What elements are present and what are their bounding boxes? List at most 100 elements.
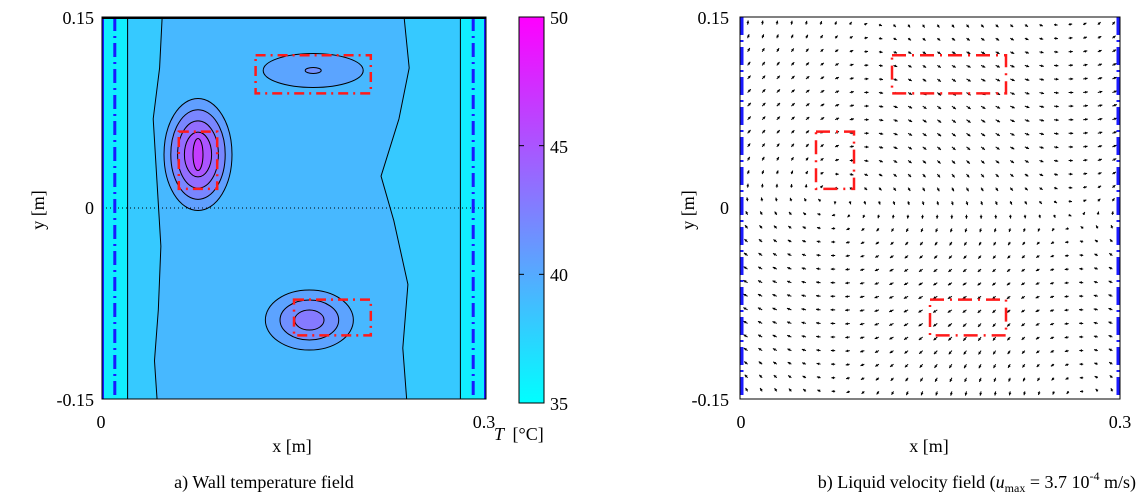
velocity-arrowhead bbox=[935, 378, 938, 382]
velocity-arrowhead bbox=[835, 144, 839, 148]
velocity-arrowhead bbox=[904, 282, 908, 285]
velocity-arrowhead bbox=[1094, 348, 1097, 352]
velocity-arrowhead bbox=[1079, 376, 1083, 380]
velocity-arrowhead bbox=[1080, 226, 1084, 230]
velocity-arrowhead bbox=[816, 335, 819, 339]
velocity-arrowhead bbox=[806, 76, 810, 79]
velocity-arrowhead bbox=[802, 226, 806, 230]
velocity-arrowhead bbox=[949, 242, 953, 246]
velocity-arrowhead bbox=[963, 351, 967, 355]
velocity-arrowhead bbox=[1093, 335, 1097, 339]
velocity-arrowhead bbox=[919, 255, 923, 259]
panel-a-ytick-mid: 0 bbox=[85, 198, 94, 218]
velocity-arrowhead bbox=[967, 78, 971, 82]
velocity-arrowhead bbox=[1070, 145, 1074, 149]
panel-b-heater-zone-3 bbox=[928, 298, 1008, 337]
velocity-arrowhead bbox=[836, 90, 840, 94]
velocity-arrowhead bbox=[777, 89, 780, 93]
velocity-arrowhead bbox=[1011, 105, 1015, 109]
velocity-arrowhead bbox=[864, 36, 868, 40]
velocity-arrowhead bbox=[978, 255, 982, 259]
velocity-arrowhead bbox=[1008, 378, 1011, 382]
velocity-arrowhead bbox=[762, 102, 766, 106]
velocity-arrowhead bbox=[860, 349, 864, 353]
velocity-arrowhead bbox=[805, 48, 809, 52]
velocity-arrowhead bbox=[747, 48, 750, 52]
velocity-arrowhead bbox=[761, 34, 765, 38]
velocity-arrowhead bbox=[816, 226, 820, 230]
velocity-arrowhead bbox=[1113, 144, 1117, 148]
velocity-arrowhead bbox=[1011, 78, 1015, 82]
velocity-arrowhead bbox=[772, 348, 776, 351]
velocity-arrowhead bbox=[1041, 118, 1045, 122]
velocity-arrowhead bbox=[880, 104, 884, 108]
velocity-arrowhead bbox=[1080, 389, 1083, 393]
velocity-arrowhead bbox=[801, 307, 805, 311]
velocity-arrowhead bbox=[850, 172, 854, 176]
velocity-arrowhead bbox=[918, 309, 922, 313]
velocity-arrowhead bbox=[804, 184, 808, 188]
velocity-arrowhead bbox=[1022, 364, 1026, 368]
velocity-arrowhead bbox=[892, 201, 896, 205]
velocity-arrowhead bbox=[743, 280, 747, 283]
velocity-arrowhead bbox=[835, 63, 839, 66]
velocity-arrowhead bbox=[860, 268, 864, 271]
velocity-arrowhead bbox=[760, 388, 763, 392]
velocity-arrowhead bbox=[788, 375, 792, 379]
velocity-arrowhead bbox=[760, 197, 764, 201]
velocity-arrowhead bbox=[992, 310, 996, 313]
velocity-arrowhead bbox=[1099, 131, 1103, 135]
velocity-arrowhead bbox=[803, 389, 807, 392]
velocity-arrowhead bbox=[949, 378, 953, 382]
velocity-arrowhead bbox=[830, 294, 834, 298]
velocity-arrowhead bbox=[1098, 185, 1102, 189]
velocity-arrowhead bbox=[747, 61, 751, 65]
velocity-arrowhead bbox=[1025, 173, 1029, 177]
velocity-arrowhead bbox=[908, 37, 912, 41]
panel-b-ytick-bottom: -0.15 bbox=[692, 390, 730, 410]
velocity-arrowhead bbox=[1085, 104, 1088, 108]
velocity-arrowhead bbox=[1011, 132, 1015, 136]
velocity-arrowhead bbox=[1024, 201, 1027, 205]
velocity-arrowhead bbox=[1026, 119, 1030, 122]
velocity-arrowhead bbox=[1097, 198, 1101, 202]
velocity-arrowhead bbox=[1112, 171, 1116, 175]
velocity-arrowhead bbox=[967, 106, 971, 109]
velocity-arrowhead bbox=[876, 391, 880, 395]
velocity-arrowhead bbox=[977, 269, 981, 272]
velocity-arrowhead bbox=[758, 239, 762, 243]
velocity-arrowhead bbox=[889, 255, 893, 258]
velocity-arrowhead bbox=[744, 361, 748, 365]
velocity-arrowhead bbox=[1006, 296, 1010, 299]
velocity-arrowhead bbox=[845, 267, 849, 271]
velocity-arrowhead bbox=[994, 215, 998, 219]
velocity-arrowhead bbox=[816, 376, 820, 379]
velocity-arrowhead bbox=[977, 296, 981, 299]
velocity-arrowhead bbox=[951, 188, 954, 192]
velocity-arrowhead bbox=[978, 365, 982, 369]
panel-a-ytick-bottom: -0.15 bbox=[57, 390, 95, 410]
velocity-arrowhead bbox=[875, 254, 879, 258]
velocity-arrowhead bbox=[806, 116, 810, 120]
velocity-arrowhead bbox=[746, 34, 750, 38]
velocity-arrowhead bbox=[1035, 282, 1039, 285]
velocity-arrowhead bbox=[919, 350, 923, 354]
velocity-arrowhead bbox=[1050, 363, 1054, 367]
velocity-arrowhead bbox=[1055, 118, 1059, 122]
velocity-arrowhead bbox=[950, 392, 953, 396]
velocity-arrowhead bbox=[923, 119, 927, 123]
velocity-arrowhead bbox=[909, 119, 913, 122]
velocity-arrowhead bbox=[904, 268, 908, 272]
velocity-arrowhead bbox=[1052, 228, 1055, 232]
panel-a-ylabel: y [m] bbox=[28, 190, 48, 230]
velocity-arrowhead bbox=[1052, 214, 1056, 218]
velocity-arrowhead bbox=[1099, 117, 1103, 121]
velocity-arrowhead bbox=[835, 172, 839, 176]
velocity-arrowhead bbox=[1064, 295, 1068, 298]
velocity-arrowhead bbox=[904, 337, 908, 340]
velocity-arrowhead bbox=[787, 321, 790, 325]
velocity-arrowhead bbox=[833, 201, 837, 205]
velocity-arrowhead bbox=[816, 321, 819, 325]
velocity-arrowhead bbox=[894, 64, 898, 68]
